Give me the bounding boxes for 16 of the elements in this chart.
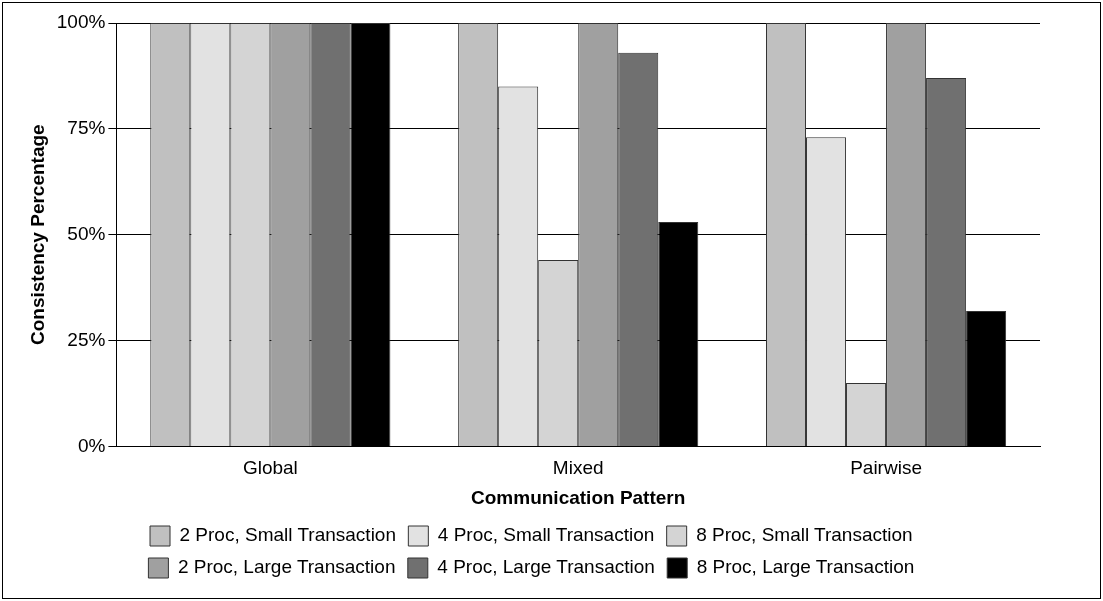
legend-label: 8 Proc, Small Transaction	[696, 524, 913, 546]
x-tick-label: Global	[242, 457, 298, 479]
y-tick-label: 100%	[56, 11, 106, 33]
legend-label: 4 Proc, Large Transaction	[437, 556, 655, 578]
legend-label: 4 Proc, Small Transaction	[437, 524, 655, 546]
y-tick-label: 50%	[67, 222, 106, 244]
x-axis-title: Communication Pattern	[471, 486, 686, 508]
x-tick-label: Pairwise	[850, 457, 922, 479]
y-axis-title: Consistency Percentage	[26, 124, 48, 346]
legend-label: 8 Proc, Large Transaction	[696, 556, 915, 578]
legend-label: 2 Proc, Large Transaction	[177, 556, 396, 578]
legend-label: 2 Proc, Small Transaction	[179, 524, 396, 546]
y-tick-label: 75%	[67, 117, 106, 139]
x-tick-label: Mixed	[552, 457, 604, 479]
y-tick-label: 25%	[67, 328, 106, 350]
y-tick-label: 0%	[77, 434, 106, 456]
